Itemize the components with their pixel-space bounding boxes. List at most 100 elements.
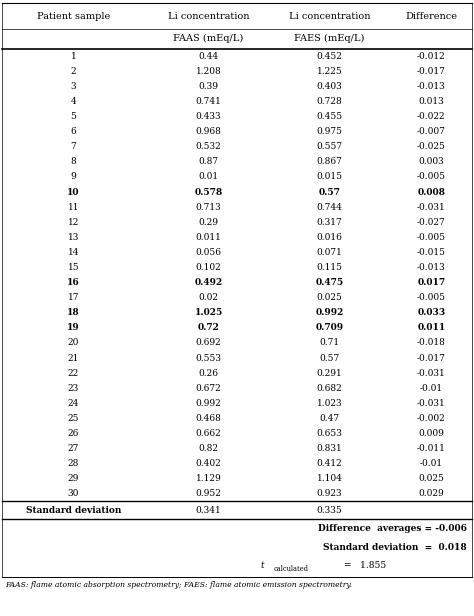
Text: 11: 11 [68, 203, 79, 212]
Text: -0.013: -0.013 [417, 263, 446, 272]
Text: 0.492: 0.492 [194, 278, 223, 287]
Text: 21: 21 [68, 354, 79, 363]
Text: 24: 24 [68, 399, 79, 408]
Text: 0.682: 0.682 [317, 384, 342, 393]
Text: -0.005: -0.005 [417, 293, 446, 302]
Text: -0.017: -0.017 [417, 354, 446, 363]
Text: Standard deviation  =  0.018: Standard deviation = 0.018 [323, 543, 467, 552]
Text: 0.744: 0.744 [317, 203, 342, 212]
Text: 0.029: 0.029 [419, 489, 444, 498]
Text: 4: 4 [71, 97, 76, 106]
Text: 16: 16 [67, 278, 80, 287]
Text: 0.692: 0.692 [196, 338, 221, 347]
Text: 8: 8 [71, 157, 76, 166]
Text: 0.056: 0.056 [196, 248, 221, 257]
Text: 1.225: 1.225 [317, 67, 342, 76]
Text: Li concentration: Li concentration [289, 12, 370, 20]
Text: 30: 30 [68, 489, 79, 498]
Text: 0.71: 0.71 [319, 338, 339, 347]
Text: 0.831: 0.831 [317, 444, 342, 453]
Text: -0.027: -0.027 [417, 217, 446, 227]
Text: 9: 9 [71, 172, 76, 182]
Text: -0.015: -0.015 [417, 248, 446, 257]
Text: 17: 17 [68, 293, 79, 302]
Text: 5: 5 [71, 112, 76, 121]
Text: 0.412: 0.412 [317, 459, 342, 468]
Text: Li concentration: Li concentration [168, 12, 249, 20]
Text: 0.403: 0.403 [317, 82, 342, 91]
Text: 3: 3 [71, 82, 76, 91]
Text: Patient sample: Patient sample [37, 12, 110, 20]
Text: 0.952: 0.952 [196, 489, 221, 498]
Text: -0.012: -0.012 [417, 52, 446, 61]
Text: 25: 25 [68, 414, 79, 423]
Text: 0.709: 0.709 [315, 323, 344, 333]
Text: 0.29: 0.29 [199, 217, 219, 227]
Text: 0.009: 0.009 [419, 429, 444, 438]
Text: -0.025: -0.025 [417, 142, 446, 152]
Text: 0.341: 0.341 [196, 506, 221, 514]
Text: Standard deviation: Standard deviation [26, 506, 121, 514]
Text: 0.87: 0.87 [199, 157, 219, 166]
Text: -0.007: -0.007 [417, 127, 446, 136]
Text: Difference  averages = -0.006: Difference averages = -0.006 [318, 524, 467, 533]
Text: FAES (mEq/L): FAES (mEq/L) [294, 34, 365, 43]
Text: -0.005: -0.005 [417, 233, 446, 242]
Text: 0.44: 0.44 [199, 52, 219, 61]
Text: 6: 6 [71, 127, 76, 136]
Text: 23: 23 [68, 384, 79, 393]
Text: 0.992: 0.992 [196, 399, 221, 408]
Text: 1: 1 [71, 52, 76, 61]
Text: 0.662: 0.662 [196, 429, 221, 438]
Text: 0.291: 0.291 [317, 368, 342, 378]
Text: -0.031: -0.031 [417, 203, 446, 212]
Text: 0.011: 0.011 [196, 233, 221, 242]
Text: 0.433: 0.433 [196, 112, 221, 121]
Text: -0.031: -0.031 [417, 399, 446, 408]
Text: 0.923: 0.923 [317, 489, 342, 498]
Text: -0.01: -0.01 [420, 459, 443, 468]
Text: 1.208: 1.208 [196, 67, 221, 76]
Text: Difference: Difference [405, 12, 457, 20]
Text: FAAS (mEq/L): FAAS (mEq/L) [173, 34, 244, 43]
Text: 0.317: 0.317 [317, 217, 342, 227]
Text: 1.104: 1.104 [317, 474, 342, 484]
Text: -0.031: -0.031 [417, 368, 446, 378]
Text: 0.468: 0.468 [196, 414, 221, 423]
Text: -0.011: -0.011 [417, 444, 446, 453]
Text: 0.455: 0.455 [316, 112, 343, 121]
Text: 0.071: 0.071 [317, 248, 342, 257]
Text: 22: 22 [68, 368, 79, 378]
Text: 0.975: 0.975 [317, 127, 342, 136]
Text: FAAS: flame atomic absorption spectrometry; FAES: flame atomic emission spectrom: FAAS: flame atomic absorption spectromet… [5, 582, 352, 590]
Text: 0.532: 0.532 [196, 142, 221, 152]
Text: 0.672: 0.672 [196, 384, 221, 393]
Text: 1.023: 1.023 [317, 399, 342, 408]
Text: 0.992: 0.992 [315, 308, 344, 317]
Text: 0.402: 0.402 [196, 459, 221, 468]
Text: 13: 13 [68, 233, 79, 242]
Text: 19: 19 [67, 323, 80, 333]
Text: 0.741: 0.741 [196, 97, 221, 106]
Text: 0.557: 0.557 [316, 142, 343, 152]
Text: 10: 10 [67, 187, 80, 197]
Text: 0.003: 0.003 [419, 157, 444, 166]
Text: -0.018: -0.018 [417, 338, 446, 347]
Text: 0.867: 0.867 [317, 157, 342, 166]
Text: 0.475: 0.475 [315, 278, 344, 287]
Text: 7: 7 [71, 142, 76, 152]
Text: 0.82: 0.82 [199, 444, 219, 453]
Text: 0.017: 0.017 [417, 278, 446, 287]
Text: 0.011: 0.011 [417, 323, 446, 333]
Text: 0.553: 0.553 [196, 354, 221, 363]
Text: -0.017: -0.017 [417, 67, 446, 76]
Text: 0.013: 0.013 [419, 97, 444, 106]
Text: 0.033: 0.033 [417, 308, 446, 317]
Text: 27: 27 [68, 444, 79, 453]
Text: 0.47: 0.47 [319, 414, 339, 423]
Text: 0.335: 0.335 [317, 506, 342, 514]
Text: 20: 20 [68, 338, 79, 347]
Text: -0.022: -0.022 [417, 112, 446, 121]
Text: 0.452: 0.452 [317, 52, 342, 61]
Text: 0.578: 0.578 [194, 187, 223, 197]
